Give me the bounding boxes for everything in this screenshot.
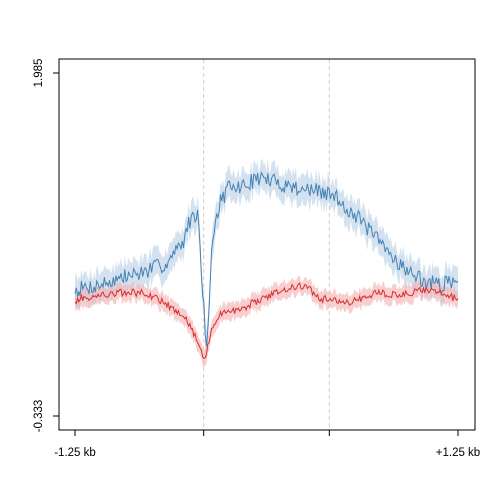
y-axis: -0.333 1.985 xyxy=(33,59,60,433)
series-lines xyxy=(74,171,459,360)
series-blue-line xyxy=(74,171,459,347)
x-tick-label-0: -1.25 kb xyxy=(54,447,96,459)
plot-frame xyxy=(58,58,476,431)
x-tick-label-3: +1.25 kb xyxy=(436,447,480,459)
y-tick-label-0: -0.333 xyxy=(33,400,45,433)
y-tick-label-1: 1.985 xyxy=(33,59,45,88)
reference-lines xyxy=(203,59,330,430)
x-axis: -1.25 kb +1.25 kb xyxy=(54,429,480,459)
series-red-line xyxy=(74,282,459,360)
series-blue-band xyxy=(75,158,458,363)
